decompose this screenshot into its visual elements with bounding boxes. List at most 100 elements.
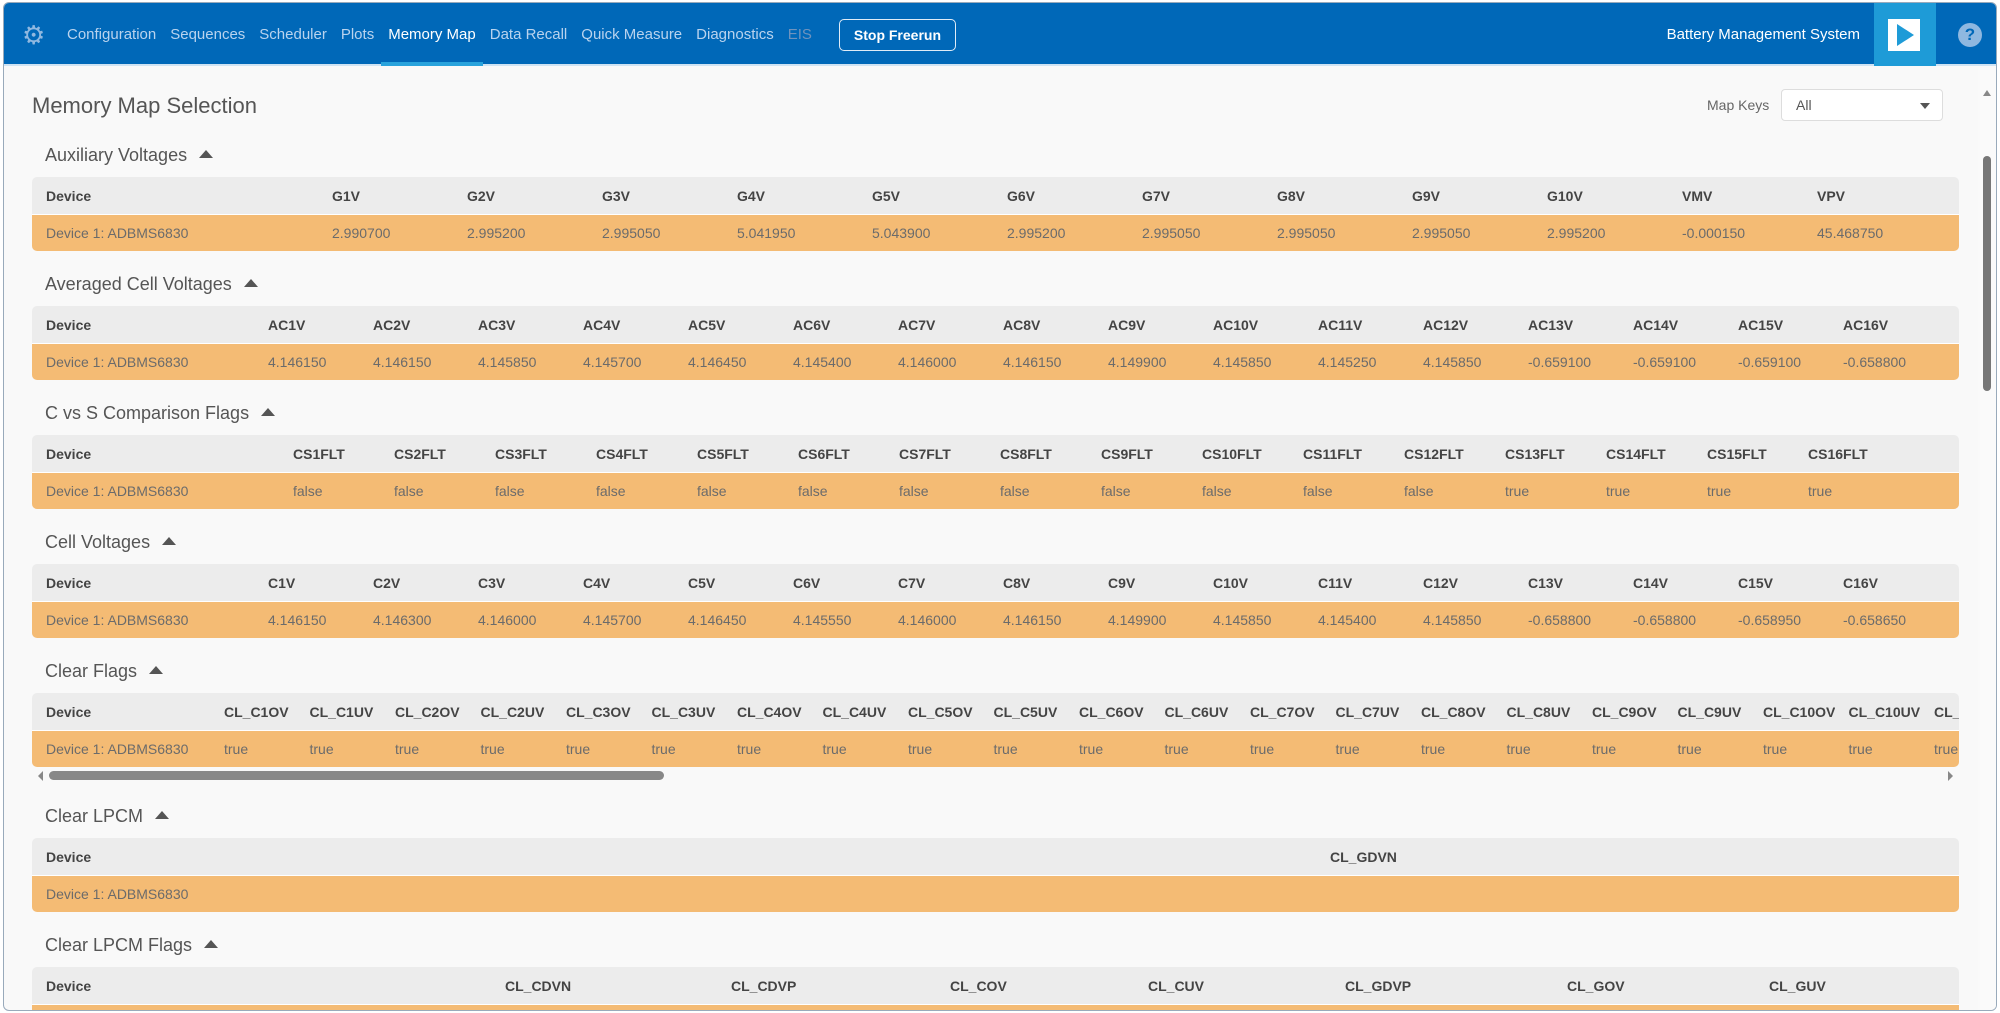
column-header[interactable]: Device [46,187,92,204]
column-header[interactable]: C13V [1528,574,1564,591]
column-header[interactable]: CS15FLT [1707,445,1767,462]
column-header[interactable]: CS3FLT [495,445,547,462]
column-header[interactable]: CS12FLT [1404,445,1464,462]
run-button[interactable] [1874,3,1936,66]
table-row[interactable] [32,1004,1959,1010]
column-header[interactable]: AC13V [1528,316,1574,333]
nav-tab-quick-measure[interactable]: Quick Measure [581,26,683,43]
nav-tab-memory-map[interactable]: Memory Map [381,3,483,66]
column-header[interactable]: C16V [1843,574,1879,591]
section-header[interactable]: Cell Voltages [32,530,1959,564]
column-header[interactable]: AC14V [1633,316,1679,333]
column-header[interactable]: CL_GUV [1769,977,1826,994]
nav-tab-sequences[interactable]: Sequences [170,26,246,43]
collapse-triangle-icon[interactable] [261,408,276,416]
column-header[interactable]: AC15V [1738,316,1784,333]
column-header[interactable]: G10V [1547,187,1583,204]
collapse-triangle-icon[interactable] [204,940,219,948]
column-header[interactable]: G8V [1277,187,1306,204]
column-header[interactable]: CS16FLT [1808,445,1868,462]
column-header[interactable]: G4V [737,187,766,204]
column-header[interactable]: G2V [467,187,496,204]
column-header[interactable]: C2V [373,574,401,591]
nav-tab-data-recall[interactable]: Data Recall [489,26,568,43]
column-header[interactable]: AC16V [1843,316,1889,333]
scroll-right-icon[interactable] [1948,771,1953,781]
column-header[interactable]: CS8FLT [1000,445,1052,462]
column-header[interactable]: C4V [583,574,611,591]
column-header[interactable]: AC12V [1423,316,1469,333]
column-header[interactable]: CL_GOV [1567,977,1625,994]
table-row[interactable]: Device 1: ADBMS6830 [32,875,1959,912]
column-header[interactable]: C12V [1423,574,1459,591]
section-header[interactable]: Clear LPCM [32,804,1959,838]
column-header[interactable]: G1V [332,187,361,204]
map-keys-select[interactable]: All [1781,89,1943,121]
column-header[interactable]: CL_C2UV [480,703,545,720]
column-header[interactable]: CL_C1OV [224,703,289,720]
column-header[interactable]: CL_CDVP [731,977,797,994]
column-header[interactable]: C5V [688,574,716,591]
column-header[interactable]: CL_COV [950,977,1007,994]
column-header[interactable]: C8V [1003,574,1031,591]
nav-tab-configuration[interactable]: Configuration [67,26,157,43]
column-header[interactable]: CL_GDVN [1330,848,1397,865]
section-header[interactable]: Clear Flags [32,659,1959,693]
column-header[interactable]: VMV [1682,187,1713,204]
column-header[interactable]: CS10FLT [1202,445,1262,462]
column-header[interactable]: AC1V [268,316,306,333]
column-header[interactable]: CL_C5OV [908,703,973,720]
column-header[interactable]: CL_ [1934,703,1959,720]
column-header[interactable]: CL_GDVP [1345,977,1412,994]
column-header[interactable]: C6V [793,574,821,591]
column-header[interactable]: CS6FLT [798,445,850,462]
column-header[interactable]: C15V [1738,574,1774,591]
column-header[interactable]: G6V [1007,187,1036,204]
column-header[interactable]: Device [46,445,92,462]
collapse-triangle-icon[interactable] [162,537,177,545]
gear-icon[interactable]: ⚙ [22,20,46,50]
column-header[interactable]: AC2V [373,316,411,333]
vertical-scrollbar[interactable] [1978,68,1996,1010]
column-header[interactable]: AC4V [583,316,621,333]
column-header[interactable]: AC5V [688,316,726,333]
table-row[interactable]: Device 1: ADBMS6830 true true true true true t… [32,730,1959,767]
collapse-triangle-icon[interactable] [199,150,214,158]
column-header[interactable]: CS4FLT [596,445,648,462]
horizontal-scrollbar[interactable] [32,767,1959,785]
stop-freerun-button[interactable]: Stop Freerun [838,18,957,51]
nav-tab-diagnostics[interactable]: Diagnostics [696,26,774,43]
collapse-triangle-icon[interactable] [155,811,170,819]
column-header[interactable]: CL_C8OV [1421,703,1486,720]
column-header[interactable]: CS7FLT [899,445,951,462]
column-header[interactable]: G3V [602,187,631,204]
column-header[interactable]: CL_C10UV [1848,703,1921,720]
table-row[interactable]: Device 1: ADBMS6830 4.146150 4.146150 4.145… [32,343,1959,380]
scroll-left-icon[interactable] [38,771,43,781]
column-header[interactable]: AC11V [1318,316,1363,333]
column-header[interactable]: G7V [1142,187,1171,204]
nav-tab-plots[interactable]: Plots [340,26,375,43]
column-header[interactable]: G5V [872,187,901,204]
column-header[interactable]: CS11FLT [1303,445,1362,462]
column-header[interactable]: CL_C10OV [1763,703,1835,720]
column-header[interactable]: CL_C6OV [1079,703,1144,720]
table-row[interactable]: Device 1: ADBMS6830 false false false false f… [32,472,1959,509]
column-header[interactable]: CL_C3OV [566,703,631,720]
scroll-up-icon[interactable] [1983,90,1991,96]
column-header[interactable]: VPV [1817,187,1846,204]
column-header[interactable]: CS13FLT [1505,445,1565,462]
column-header[interactable]: C11V [1318,574,1353,591]
section-header[interactable]: Averaged Cell Voltages [32,272,1959,306]
column-header[interactable]: AC8V [1003,316,1041,333]
column-header[interactable]: C7V [898,574,926,591]
nav-tab-scheduler[interactable]: Scheduler [259,26,327,43]
column-header[interactable]: CL_C4OV [737,703,802,720]
column-header[interactable]: CL_CUV [1148,977,1205,994]
column-header[interactable]: AC7V [898,316,936,333]
column-header[interactable]: G9V [1412,187,1441,204]
collapse-triangle-icon[interactable] [243,279,258,287]
column-header[interactable]: C1V [268,574,296,591]
column-header[interactable]: CL_CDVN [505,977,572,994]
column-header[interactable]: AC10V [1213,316,1259,333]
